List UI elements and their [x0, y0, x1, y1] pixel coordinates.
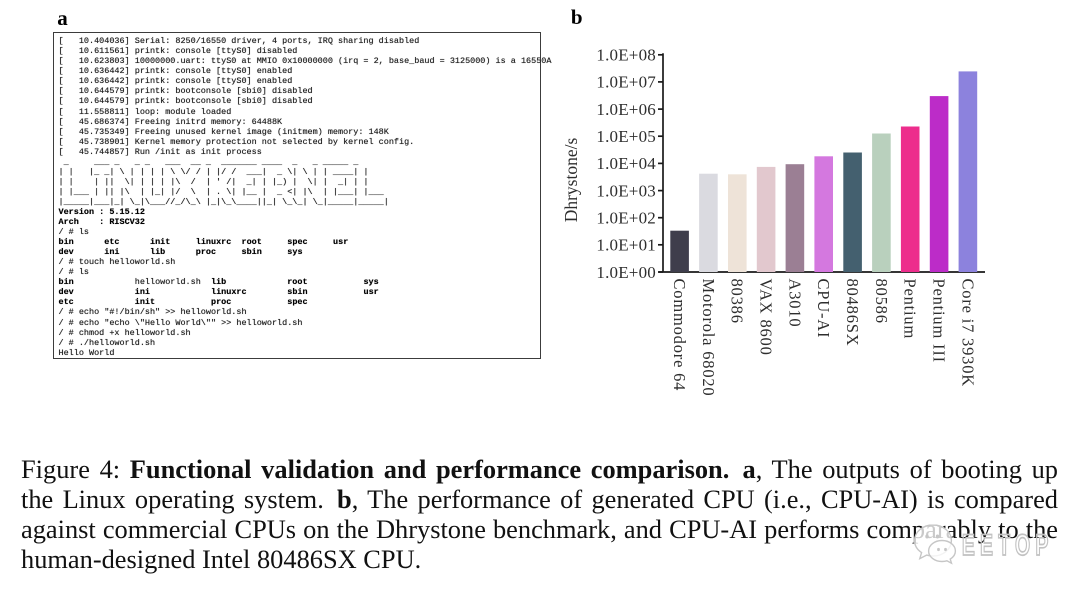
svg-text:Commodore 64: Commodore 64 [670, 279, 689, 392]
svg-text:80586: 80586 [872, 279, 891, 324]
svg-text:EETOP: EETOP [962, 529, 1054, 562]
svg-text:VAX 8600: VAX 8600 [757, 279, 776, 356]
svg-text:1.0E+05: 1.0E+05 [596, 127, 656, 146]
svg-text:1.0E+04: 1.0E+04 [596, 154, 656, 173]
svg-text:1.0E+08: 1.0E+08 [596, 46, 656, 65]
svg-text:1.0E+07: 1.0E+07 [596, 73, 656, 92]
svg-text:1.0E+01: 1.0E+01 [596, 236, 656, 255]
svg-text:Pentium: Pentium [901, 279, 920, 340]
svg-text:1.0E+03: 1.0E+03 [596, 181, 656, 200]
svg-text:1.0E+06: 1.0E+06 [596, 100, 656, 119]
svg-text:1.0E+00: 1.0E+00 [596, 263, 656, 282]
svg-text:1.0E+02: 1.0E+02 [596, 209, 656, 228]
svg-text:Core i7 3930K: Core i7 3930K [958, 279, 977, 387]
svg-text:80486SX: 80486SX [843, 279, 862, 347]
svg-text:A3010: A3010 [785, 279, 804, 328]
svg-text:Dhrystone/s: Dhrystone/s [561, 138, 581, 223]
svg-text:CPU-AI: CPU-AI [814, 279, 833, 339]
svg-text:Motorola 68020: Motorola 68020 [699, 279, 718, 397]
svg-text:Pentium III: Pentium III [930, 279, 949, 363]
svg-text:80386: 80386 [728, 279, 747, 324]
